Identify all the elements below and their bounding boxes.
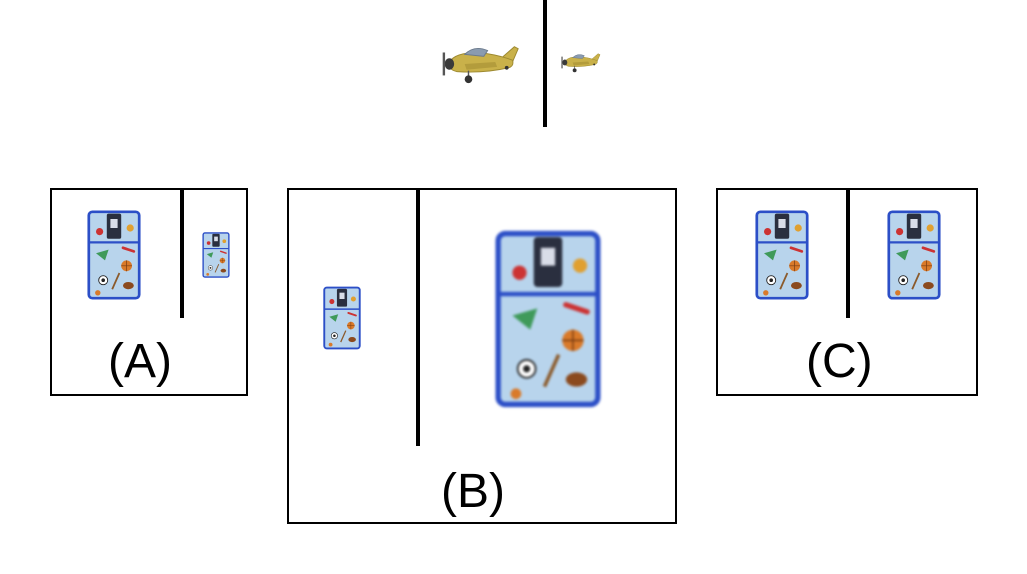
option-a-divider xyxy=(180,190,184,318)
option-b-bag-right-icon xyxy=(494,230,602,408)
option-b-bag-left-icon xyxy=(323,274,361,362)
option-c-bag-right-icon xyxy=(886,210,942,300)
option-b-label: (B) xyxy=(441,465,505,518)
option-a-bag-left-icon xyxy=(86,210,142,300)
reference-plane-left-icon xyxy=(436,40,522,86)
option-a-panel[interactable]: (A) xyxy=(50,188,248,396)
option-c-label: (C) xyxy=(806,335,873,388)
option-c-divider xyxy=(846,190,850,318)
reference-plane-right-icon xyxy=(558,50,602,74)
option-c-bag-left-icon xyxy=(754,210,810,300)
option-a-label: (A) xyxy=(108,335,172,388)
option-b-divider xyxy=(416,190,420,446)
option-b-panel[interactable]: (B) xyxy=(287,188,677,524)
option-c-panel[interactable]: (C) xyxy=(716,188,978,396)
reference-divider xyxy=(543,0,547,127)
option-a-bag-right-icon xyxy=(202,232,230,278)
